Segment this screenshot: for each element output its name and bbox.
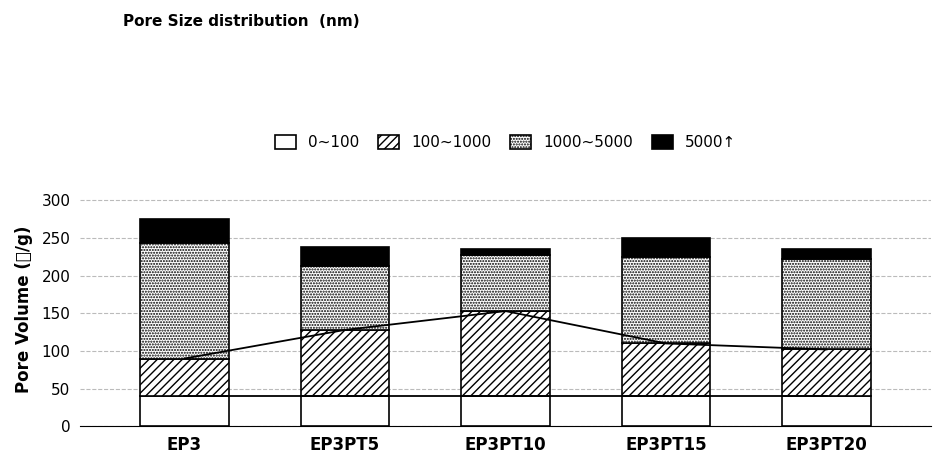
Bar [462,250,550,255]
Bar [782,396,870,426]
Bar [301,247,389,266]
Y-axis label: Pore Volume (㎣/g): Pore Volume (㎣/g) [15,226,33,393]
Bar [301,266,389,330]
Legend: 0~100, 100~1000, 1000~5000, 5000↑: 0~100, 100~1000, 1000~5000, 5000↑ [274,135,736,150]
Bar [622,257,710,343]
Bar [782,259,870,349]
Bar [622,396,710,426]
Bar [140,396,229,426]
Bar [462,396,550,426]
Bar [140,219,229,243]
Bar [301,396,389,426]
Bar [462,255,550,311]
Text: Pore Size distribution  (nm): Pore Size distribution (nm) [123,14,359,29]
Bar [622,343,710,396]
Bar [782,250,870,259]
Bar [782,349,870,396]
Bar [140,243,229,358]
Bar [301,330,389,396]
Bar [140,358,229,396]
Bar [462,311,550,396]
Bar [622,238,710,257]
